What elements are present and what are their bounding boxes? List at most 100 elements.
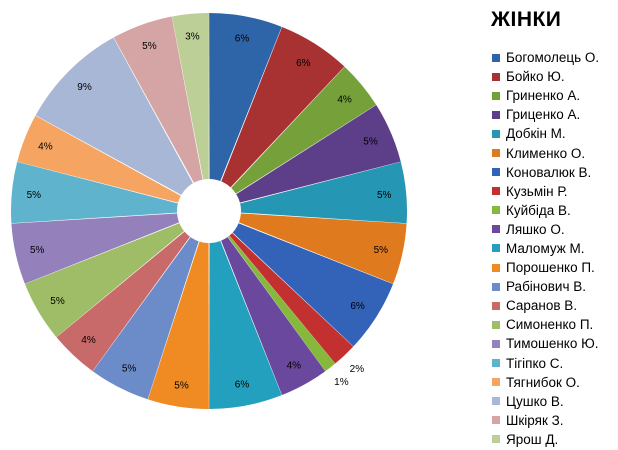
legend-label: Саранов В. <box>506 298 578 314</box>
legend-item: Ярош Д. <box>492 430 599 449</box>
legend-item: Гриненко А. <box>492 86 599 105</box>
legend-item: Цушко В. <box>492 392 599 411</box>
pie-slice <box>209 213 282 409</box>
pie-slice <box>211 211 407 284</box>
pie-slices <box>10 13 408 409</box>
slice-data-label: 9% <box>77 82 92 93</box>
legend-item: Богомолець О. <box>492 48 599 67</box>
legend-item: Саранов В. <box>492 296 599 315</box>
legend-label: Ляшко О. <box>506 221 565 237</box>
legend-swatch <box>492 301 500 310</box>
legend-label: Ярош Д. <box>506 431 559 447</box>
legend-item: Маломуж М. <box>492 239 599 258</box>
legend-swatch <box>492 129 500 138</box>
legend-item: Порошенко П. <box>492 258 599 277</box>
pie-slice-labels: 6% 6% 4% 5% 5% 5% 6% 2%1% 4% 6% 5% 5% 4% 5% 5% 5% 4% 9% 5%… <box>27 31 392 391</box>
pie-slice <box>24 212 207 338</box>
legend-label: Симоненко П. <box>506 317 594 333</box>
legend-label: Шкіряк З. <box>506 412 564 428</box>
slice-data-label: 2% <box>350 364 365 375</box>
pie-slice <box>211 212 394 347</box>
legend-swatch <box>492 244 500 253</box>
legend-swatch <box>492 378 500 387</box>
slice-data-label: 5% <box>374 245 389 256</box>
legend-item: Коновалюк В. <box>492 163 599 182</box>
slice-data-label: 5% <box>27 190 42 201</box>
legend-item: Тігіпко С. <box>492 354 599 373</box>
pie-slice <box>147 213 209 409</box>
pie-slice <box>211 66 377 210</box>
legend-swatch <box>492 72 500 81</box>
pie-slice <box>211 105 401 210</box>
legend-label: Гриненко А. <box>506 88 581 104</box>
legend: Богомолець О. Бойко Ю. Гриненко А. Гриценко… <box>492 48 599 449</box>
slice-data-label: 4% <box>81 335 96 346</box>
legend-swatch <box>492 339 500 348</box>
legend-swatch <box>492 416 500 425</box>
legend-item: Добкін М. <box>492 124 599 143</box>
slice-data-label: 4% <box>287 361 302 372</box>
legend-swatch <box>492 435 500 444</box>
slice-data-label: 6% <box>235 379 250 390</box>
legend-swatch <box>492 359 500 368</box>
pie-slice <box>56 213 207 372</box>
slice-data-label: 5% <box>142 41 157 52</box>
legend-swatch <box>492 397 500 406</box>
legend-swatch <box>492 149 500 158</box>
legend-swatch <box>492 168 500 177</box>
slice-data-label: 5% <box>30 245 45 256</box>
pie-slice <box>10 161 207 224</box>
pie-slice <box>11 211 207 284</box>
slice-data-label: 3% <box>185 31 200 42</box>
slice-data-label: 1% <box>334 377 349 388</box>
pie-slice <box>211 161 408 224</box>
pie-slice <box>209 13 282 209</box>
legend-item: Бойко Ю. <box>492 67 599 86</box>
legend-label: Клименко О. <box>506 145 586 161</box>
legend-item: Гриценко А. <box>492 105 599 124</box>
slice-data-label: 5% <box>50 296 65 307</box>
pie-slice <box>210 213 336 372</box>
legend-label: Порошенко П. <box>506 260 595 276</box>
legend-label: Маломуж М. <box>506 240 585 256</box>
legend-swatch <box>492 91 500 100</box>
legend-label: Кузьмін Р. <box>506 183 568 199</box>
slice-data-label: 4% <box>38 142 53 153</box>
legend-label: Бойко Ю. <box>506 69 565 85</box>
legend-label: Тимошенко Ю. <box>506 336 599 352</box>
legend-swatch <box>492 110 500 119</box>
slice-data-label: 6% <box>235 34 250 45</box>
legend-swatch <box>492 320 500 329</box>
pie-slice <box>171 13 209 209</box>
legend-label: Добкін М. <box>506 126 566 142</box>
pie-slice <box>211 213 354 364</box>
legend-label: Гриценко А. <box>506 107 581 123</box>
legend-item: Кузьмін Р. <box>492 182 599 201</box>
legend-label: Тігіпко С. <box>506 355 564 371</box>
slice-data-label: 5% <box>377 190 392 201</box>
legend-item: Симоненко П. <box>492 315 599 334</box>
slice-data-label: 6% <box>350 301 365 312</box>
legend-label: Рабінович В. <box>506 279 587 295</box>
slice-data-label: 6% <box>296 58 311 69</box>
legend-swatch <box>492 53 500 62</box>
legend-swatch <box>492 263 500 272</box>
pie-slice <box>17 115 207 210</box>
legend-label: Коновалюк В. <box>506 164 592 180</box>
legend-swatch <box>492 225 500 234</box>
legend-swatch <box>492 206 500 215</box>
legend-label: Богомолець О. <box>506 50 600 66</box>
pie-slice <box>210 26 345 209</box>
legend-swatch <box>492 187 500 196</box>
slice-data-label: 5% <box>363 137 378 148</box>
slice-data-label: 5% <box>122 363 137 374</box>
legend-item: Тягнибок О. <box>492 373 599 392</box>
legend-item: Шкіряк З. <box>492 411 599 430</box>
slice-data-label: 4% <box>337 94 352 105</box>
legend-item: Тимошенко Ю. <box>492 334 599 353</box>
pie-slice <box>92 213 208 400</box>
legend-item: Ляшко О. <box>492 220 599 239</box>
legend-label: Тягнибок О. <box>506 374 580 390</box>
legend-label: Куйбіда В. <box>506 202 571 218</box>
